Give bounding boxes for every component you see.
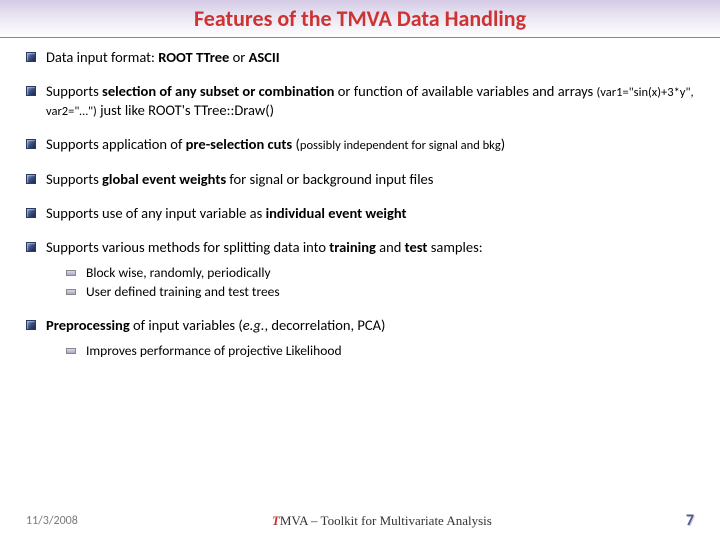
footer-date: 11/3/2008 (26, 514, 78, 528)
slide-title: Features of the TMVA Data Handling (194, 5, 526, 32)
footer-center: TMVA – Toolkit for Multivariate Analysis (272, 513, 492, 529)
sub-list: Improves performance of projective Likel… (66, 342, 694, 361)
sub-bullet-icon (66, 270, 76, 276)
sub-item: Block wise, randomly, periodically (66, 264, 694, 283)
sub-item-text: Improves performance of projective Likel… (86, 342, 342, 361)
bullet-icon (26, 320, 36, 330)
bullet-text: Supports various methods for splitting d… (46, 238, 483, 256)
title-bar: Features of the TMVA Data Handling (0, 0, 720, 38)
bullet-icon (26, 242, 36, 252)
bullet-text: Preprocessing of input variables (e.g., … (46, 316, 385, 334)
sub-item: Improves performance of projective Likel… (66, 342, 694, 361)
bullet-item: Supports use of any input variable as in… (26, 204, 694, 222)
bullet-text: Data input format: ROOT TTree or ASCII (46, 48, 280, 66)
bullet-icon (26, 86, 36, 96)
footer-page-number: 7 (686, 511, 694, 530)
content-area: Data input format: ROOT TTree or ASCII Su… (0, 38, 720, 361)
bullet-icon (26, 139, 36, 149)
sub-item: User defined training and test trees (66, 283, 694, 302)
bullet-item: Supports application of pre-selection cu… (26, 135, 694, 154)
sub-bullet-icon (66, 348, 76, 354)
bullet-item: Data input format: ROOT TTree or ASCII (26, 48, 694, 66)
bullet-text: Supports use of any input variable as in… (46, 204, 407, 222)
bullet-item: Supports selection of any subset or comb… (26, 82, 694, 119)
bullet-icon (26, 52, 36, 62)
footer: 11/3/2008 TMVA – Toolkit for Multivariat… (0, 511, 720, 530)
bullet-text: Supports global event weights for signal… (46, 170, 433, 188)
bullet-icon (26, 174, 36, 184)
sub-bullet-icon (66, 289, 76, 295)
bullet-text: Supports application of pre-selection cu… (46, 135, 505, 154)
bullet-item: Supports global event weights for signal… (26, 170, 694, 188)
bullet-item: Preprocessing of input variables (e.g., … (26, 316, 694, 334)
bullet-icon (26, 208, 36, 218)
sub-item-text: Block wise, randomly, periodically (86, 264, 271, 283)
sub-item-text: User defined training and test trees (86, 283, 280, 302)
bullet-item: Supports various methods for splitting d… (26, 238, 694, 256)
bullet-text: Supports selection of any subset or comb… (46, 82, 694, 119)
sub-list: Block wise, randomly, periodicallyUser d… (66, 264, 694, 302)
